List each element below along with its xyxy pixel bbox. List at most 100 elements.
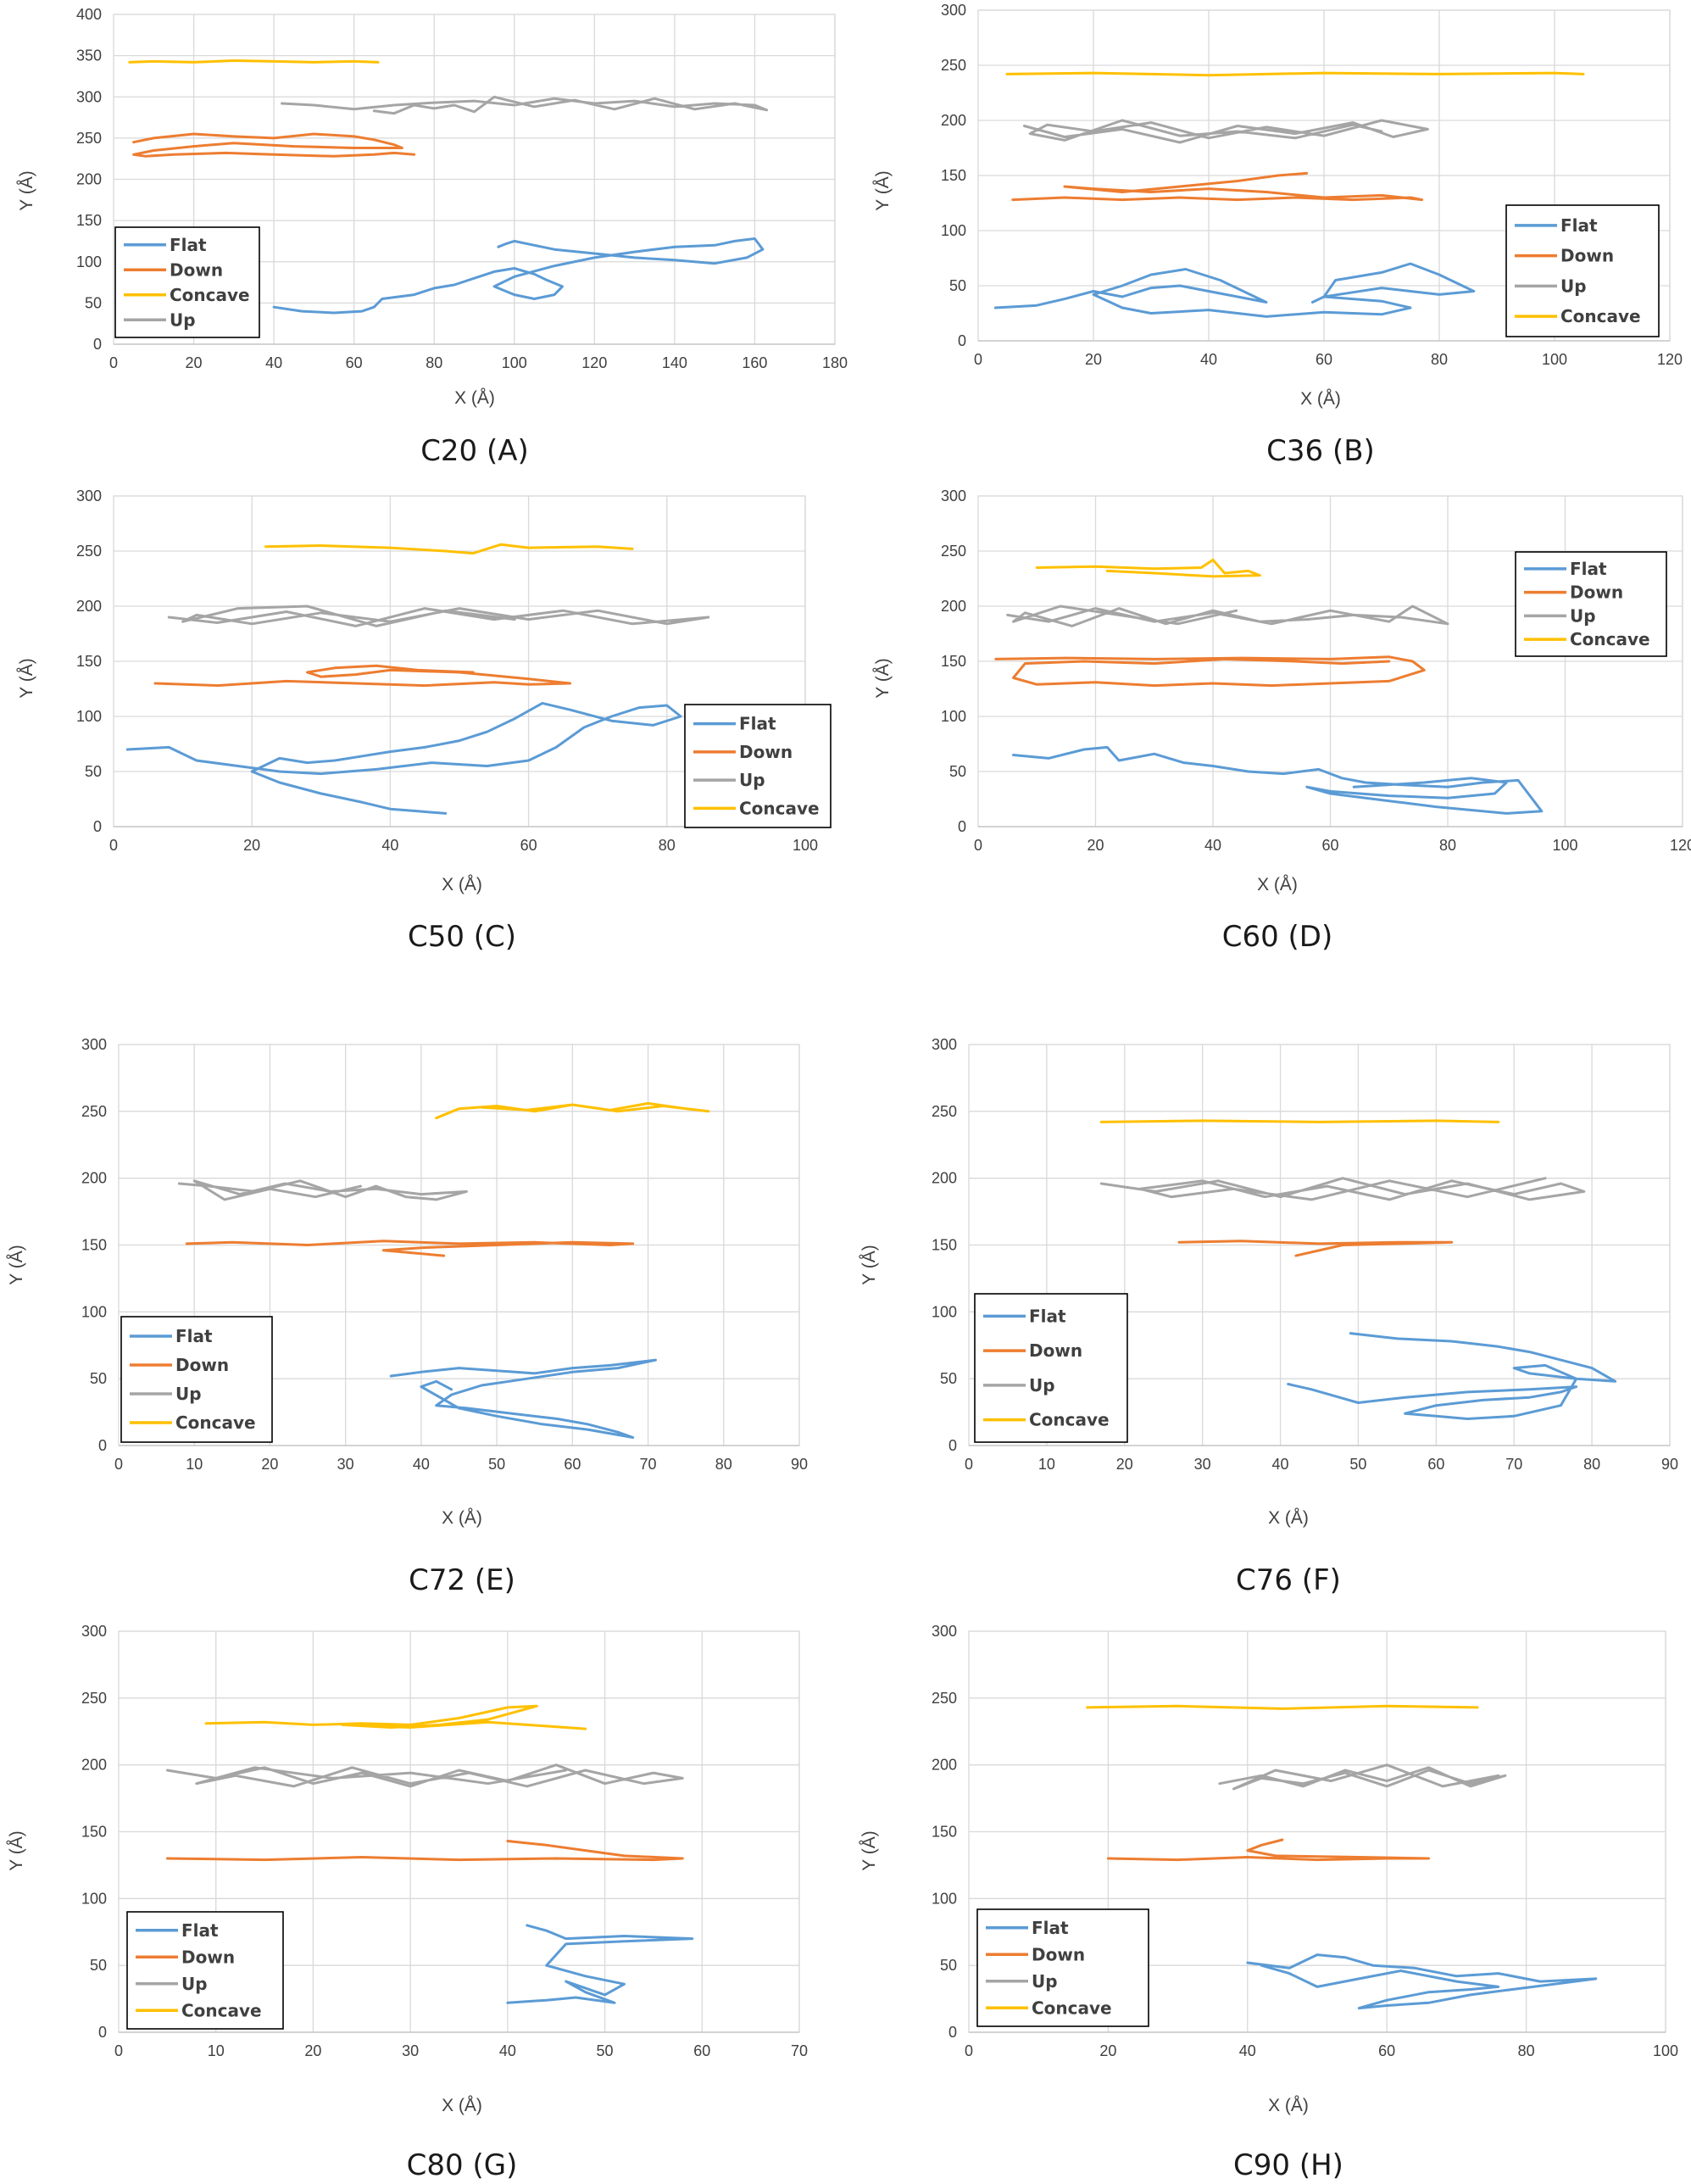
y-tick-label: 300: [76, 488, 102, 504]
x-tick-label: 50: [597, 2042, 614, 2059]
x-tick-label: 20: [1087, 837, 1104, 854]
panel-caption: C36 (B): [1266, 434, 1375, 468]
series-line-up: [1099, 1177, 1586, 1201]
y-tick-label: 0: [958, 332, 966, 349]
y-tick-label: 250: [941, 543, 966, 560]
legend-entry: Flat: [1029, 1306, 1066, 1326]
legend: Flat Down Up Concave: [684, 704, 832, 828]
legend-entry: Concave: [170, 285, 250, 305]
legend-entry: Concave: [1032, 1997, 1112, 2018]
x-tick-label: 70: [791, 2042, 808, 2059]
y-tick-label: 50: [949, 277, 966, 294]
y-tick-label: 200: [81, 1757, 107, 1774]
x-axis-label: X (Å): [454, 388, 495, 408]
chart-panel: 0 10 20 30 40 50 60 70 80 90 0 50 100 150 200 250 300 X (…: [7, 1036, 808, 1597]
series-line-down: [1011, 171, 1424, 202]
y-tick-label: 100: [81, 1303, 107, 1320]
series-line-up: [1218, 1763, 1507, 1791]
series-line-down: [132, 132, 416, 158]
legend-entry: Down: [175, 1355, 229, 1375]
y-tick-label: 200: [932, 1170, 957, 1187]
series-line-flat: [506, 1924, 694, 2004]
legend: Flat Down Up Concave: [1505, 204, 1660, 337]
series-line-flat: [993, 262, 1476, 318]
x-tick-label: 100: [502, 354, 527, 371]
y-tick-label: 200: [941, 112, 966, 129]
legend-entry: Flat: [175, 1326, 213, 1346]
y-tick-label: 300: [81, 1036, 107, 1053]
legend-entry: Flat: [1032, 1918, 1069, 1938]
y-axis-label: Y (Å): [873, 170, 893, 210]
series-line-concave: [204, 1704, 587, 1730]
y-tick-label: 50: [940, 1370, 957, 1387]
series-line-flat: [272, 237, 765, 315]
y-tick-label: 300: [932, 1036, 957, 1053]
legend-entry: Flat: [1560, 215, 1598, 236]
x-tick-label: 0: [109, 354, 118, 371]
x-tick-label: 20: [1116, 1456, 1133, 1473]
x-axis-label: X (Å): [1257, 875, 1298, 894]
y-tick-label: 150: [941, 167, 966, 184]
y-tick-label: 250: [76, 543, 102, 560]
chart-panel: 0 20 40 60 80 100 0 50 100 150 200 250 300 X (Å) Y (Å)…: [17, 488, 832, 954]
y-tick-label: 300: [932, 1623, 957, 1640]
x-tick-label: 120: [581, 354, 607, 371]
x-tick-label: 40: [413, 1456, 430, 1473]
legend-entry: Down: [1560, 246, 1614, 266]
legend-entry: Down: [181, 1947, 235, 1967]
legend-entry: Up: [1570, 605, 1596, 626]
series-line-concave: [1005, 71, 1585, 77]
y-tick-label: 0: [948, 2024, 957, 2041]
panel-caption: C20 (A): [420, 434, 529, 468]
legend-entry: Down: [1570, 582, 1623, 603]
x-tick-label: 50: [488, 1456, 505, 1473]
x-tick-label: 0: [114, 1456, 123, 1473]
x-axis-label: X (Å): [442, 2096, 482, 2115]
legend-entry: Up: [1560, 276, 1587, 296]
y-tick-label: 100: [932, 1303, 957, 1320]
x-tick-label: 40: [1204, 837, 1221, 854]
y-tick-label: 50: [85, 294, 102, 311]
x-tick-label: 20: [1085, 351, 1102, 368]
y-tick-label: 0: [93, 818, 102, 835]
legend-entry: Up: [170, 309, 196, 330]
chart-panel: 0 20 40 60 80 100 120 0 50 100 150 200 250 300 X (Å) Y …: [873, 2, 1683, 468]
x-axis-label: X (Å): [1268, 2096, 1309, 2115]
y-tick-label: 250: [941, 57, 966, 74]
x-tick-label: 160: [742, 354, 767, 371]
x-tick-label: 0: [965, 2042, 973, 2059]
y-tick-label: 150: [76, 653, 102, 670]
legend-entry: Up: [175, 1384, 202, 1404]
y-axis-label: Y (Å): [17, 658, 36, 698]
series-line-up: [165, 1763, 684, 1788]
x-tick-label: 80: [659, 837, 676, 854]
x-tick-label: 30: [402, 2042, 419, 2059]
series-line-down: [994, 655, 1426, 688]
y-tick-label: 0: [93, 336, 102, 353]
x-tick-label: 100: [1552, 837, 1577, 854]
x-tick-label: 0: [974, 837, 982, 854]
y-tick-label: 150: [81, 1824, 107, 1841]
x-tick-label: 30: [337, 1456, 354, 1473]
chart-panel: 0 20 40 60 80 100 120 140 160 180 0 50 100 150 200 250 3…: [17, 6, 848, 468]
x-tick-label: 70: [1505, 1456, 1522, 1473]
x-tick-label: 40: [1272, 1456, 1289, 1473]
chart-panel: 0 10 20 30 40 50 60 70 0 50 100 150 200 250 300 X (Å) Y …: [7, 1623, 808, 2182]
legend: Flat Down Concave Up: [114, 226, 260, 338]
x-tick-label: 10: [1038, 1456, 1055, 1473]
x-tick-label: 40: [381, 837, 398, 854]
x-tick-label: 90: [791, 1456, 808, 1473]
series-line-down: [1177, 1240, 1454, 1257]
x-tick-label: 80: [715, 1456, 732, 1473]
y-tick-label: 400: [76, 6, 102, 23]
x-tick-label: 0: [114, 2042, 123, 2059]
legend-entry: Flat: [181, 1920, 219, 1941]
y-tick-label: 300: [81, 1623, 107, 1640]
x-tick-label: 80: [1583, 1456, 1600, 1473]
y-tick-label: 200: [932, 1757, 957, 1774]
y-tick-label: 50: [90, 1957, 107, 1974]
x-tick-label: 20: [243, 837, 260, 854]
x-tick-label: 60: [1321, 837, 1338, 854]
x-axis-label: X (Å): [442, 1508, 482, 1528]
